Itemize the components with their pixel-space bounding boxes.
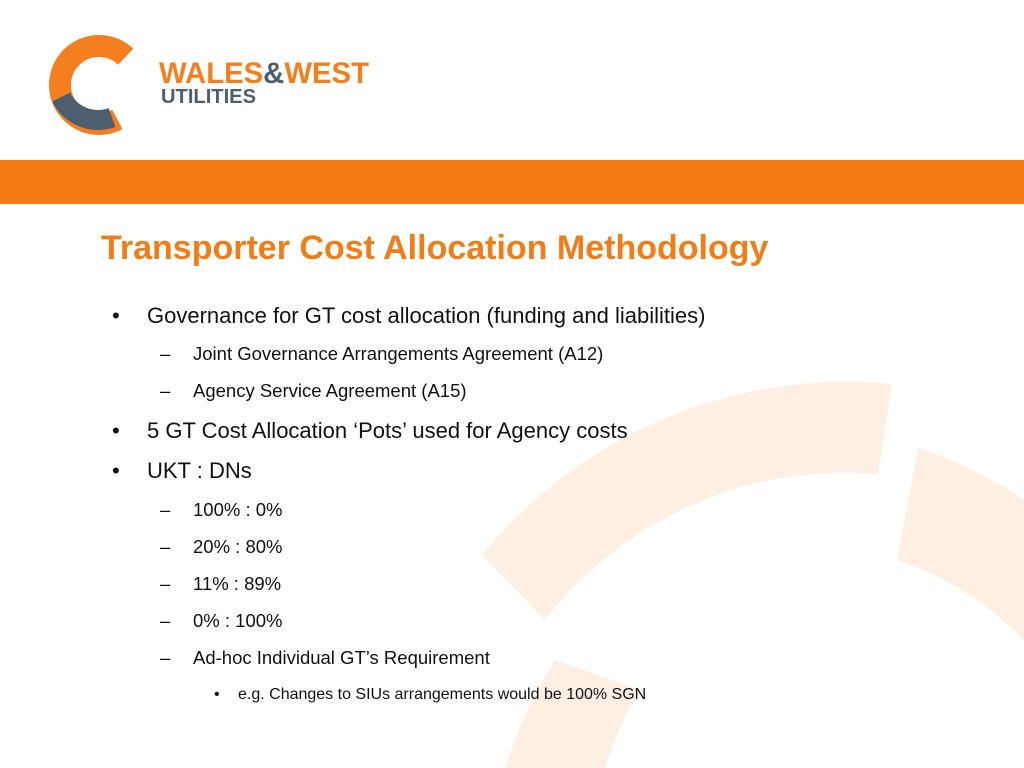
header-band: [0, 160, 1024, 204]
logo-text-utilities: UTILITIES: [161, 86, 256, 108]
bullet-item-level-1: 5 GT Cost Allocation ‘Pots’ used for Age…: [147, 418, 628, 443]
bullet-item-level-2: 100% : 0%: [193, 499, 283, 520]
bullet-item-level-2: Joint Governance Arrangements Agreement …: [193, 343, 604, 364]
dash-marker: –: [160, 380, 171, 401]
svg-text:WALES&WEST: WALES&WEST: [159, 57, 369, 90]
bullet-item-level-2: 11% : 89%: [193, 573, 282, 594]
bullet-marker: •: [214, 686, 220, 703]
logo-text-amp: &: [263, 57, 284, 90]
bullet-item-level-2: 20% : 80%: [193, 536, 283, 557]
logo-text-west: WEST: [284, 57, 369, 90]
dash-marker: –: [160, 499, 171, 520]
bullet-marker: •: [112, 458, 120, 483]
slide-title: Transporter Cost Allocation Methodology: [101, 229, 769, 267]
dash-marker: –: [160, 610, 171, 631]
dash-marker: –: [160, 343, 171, 364]
watermark-arcs: [482, 381, 1024, 768]
dash-marker: –: [160, 647, 171, 668]
bullet-item-level-3: e.g. Changes to SIUs arrangements would …: [238, 686, 647, 703]
watermark-arc-right: [897, 448, 1024, 640]
bullet-item-level-2: 0% : 100%: [193, 610, 283, 631]
dash-marker: –: [160, 536, 171, 557]
bullet-item-level-2: Agency Service Agreement (A15): [193, 380, 467, 401]
dash-marker: –: [160, 573, 171, 594]
logo-ring-slate: [47, 28, 149, 130]
company-logo: WALES&WEST UTILITIES: [47, 28, 369, 135]
bullet-item-level-1: Governance for GT cost allocation (fundi…: [147, 303, 706, 328]
watermark-arc-lower: [505, 660, 640, 768]
watermark-arc-upper: [482, 381, 892, 620]
bullet-marker: •: [112, 303, 120, 328]
bullet-item-level-1: UKT : DNs: [147, 458, 252, 483]
bullet-item-level-2: Ad-hoc Individual GT’s Requirement: [193, 647, 490, 668]
logo-text-wales: WALES: [159, 57, 263, 90]
bullet-marker: •: [112, 418, 120, 443]
